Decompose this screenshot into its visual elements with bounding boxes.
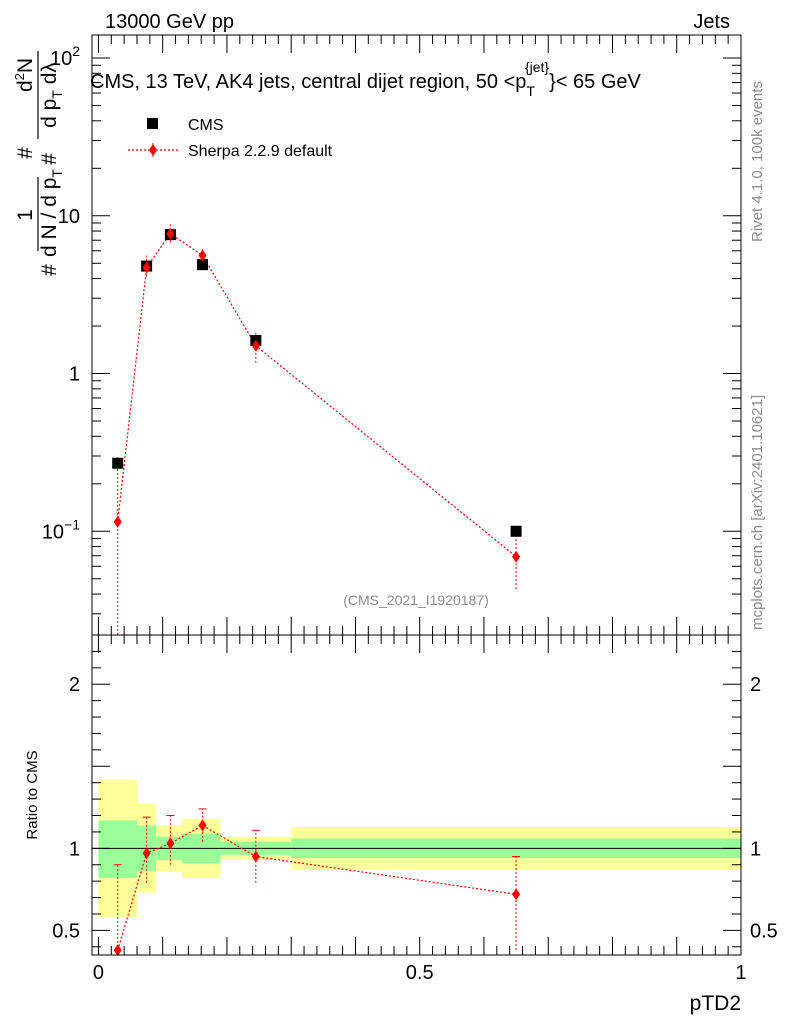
svg-text:d2N: d2N — [12, 58, 37, 92]
legend: CMS Sherpa 2.2.9 default — [128, 117, 333, 160]
cms-data-point — [112, 457, 124, 469]
x-tick-label: 0 — [93, 962, 104, 984]
sherpa-data-point — [512, 550, 521, 563]
svg-text:d pT dλ: d pT dλ — [38, 62, 65, 128]
y-tick-label: 1 — [69, 364, 80, 386]
ratio-y-tick-label-left: 1 — [69, 838, 80, 860]
process-label: Jets — [693, 11, 730, 33]
legend-sherpa-label: Sherpa 2.2.9 default — [188, 143, 333, 160]
legend-cms-marker — [147, 118, 158, 129]
ratio-y-tick-label-right: 1 — [750, 838, 761, 860]
ratio-x-axis: 0 0.5 1 — [93, 635, 747, 984]
energy-label: 13000 GeV pp — [105, 11, 234, 33]
ratio-y-tick-label-right: 2 — [750, 674, 761, 696]
ratio-y-axis: 0.5 0.5 1 1 2 2 — [52, 650, 778, 948]
sherpa-data-point — [198, 249, 207, 262]
ratio-data-point — [512, 888, 521, 901]
ratio-y-tick-label-left: 2 — [69, 674, 80, 696]
source-label: mcplots.cern.ch [arXiv:2401.10621] — [749, 395, 766, 630]
svg-text:1: 1 — [14, 209, 37, 221]
ratio-plot-panel: 0.5 0.51 12 2 0 0.5 1 — [52, 634, 778, 984]
svg-text:d N / d pT: d N / d pT — [38, 169, 65, 257]
ratio-sherpa-line — [117, 824, 517, 951]
sherpa-data-point — [166, 227, 175, 240]
main-y-axis: 10−1 1 10 102 — [42, 43, 741, 615]
ratio-data-point — [198, 819, 207, 832]
title-text: CMS, 13 TeV, AK4 jets, central dijet reg… — [90, 71, 526, 93]
ratio-inner-band — [98, 820, 137, 878]
x-tick-label: 1 — [735, 962, 746, 984]
sherpa-data-point — [142, 261, 151, 274]
main-x-ticks — [97, 35, 742, 635]
sherpa-line — [117, 232, 517, 558]
ratio-y-tick-label-left: 0.5 — [52, 920, 80, 942]
x-axis-label: pTD2 — [690, 992, 741, 1015]
cms-data-point — [510, 525, 522, 537]
svg-text:#: # — [14, 147, 37, 159]
svg-text:#: # — [38, 153, 61, 165]
legend-sherpa-marker — [149, 144, 157, 156]
title-subscript: T — [526, 83, 535, 99]
sherpa-data-point — [113, 515, 122, 528]
main-series-group — [112, 223, 522, 635]
ratio-plot-frame — [91, 634, 742, 956]
cms-data-point — [197, 259, 209, 271]
ratio-series-group — [113, 808, 521, 957]
main-y-axis-label: # 1 d N / d pT # # d2N d pT dλ — [12, 51, 65, 276]
x-tick-label: 0.5 — [406, 962, 434, 984]
ratio-y-axis-label: Ratio to CMS — [24, 750, 41, 839]
sherpa-data-point — [251, 339, 260, 352]
svg-text:#: # — [38, 264, 61, 276]
ratio-data-point — [142, 847, 151, 860]
ratio-data-point — [113, 944, 122, 957]
ratio-y-tick-label-right: 0.5 — [750, 920, 778, 942]
y-tick-label: 10 — [58, 206, 80, 228]
analysis-id: (CMS_2021_I1920187) — [343, 592, 489, 608]
y-tick-label: 102 — [50, 43, 80, 70]
rivet-version-label: Rivet 4.1.0, 100k events — [749, 81, 766, 242]
ratio-data-point — [251, 850, 260, 863]
legend-cms-label: CMS — [188, 117, 224, 134]
ratio-data-point — [166, 837, 175, 850]
title-end: }< 65 GeV — [549, 71, 641, 93]
main-plot-title: CMS, 13 TeV, AK4 jets, central dijet reg… — [90, 59, 641, 99]
title-superscript: {jet} — [525, 59, 549, 75]
main-plot-panel: 10−1 1 10 102 CMS, 13 TeV, AK4 jets, centra… — [42, 34, 742, 636]
y-tick-label: 10−1 — [42, 516, 80, 543]
